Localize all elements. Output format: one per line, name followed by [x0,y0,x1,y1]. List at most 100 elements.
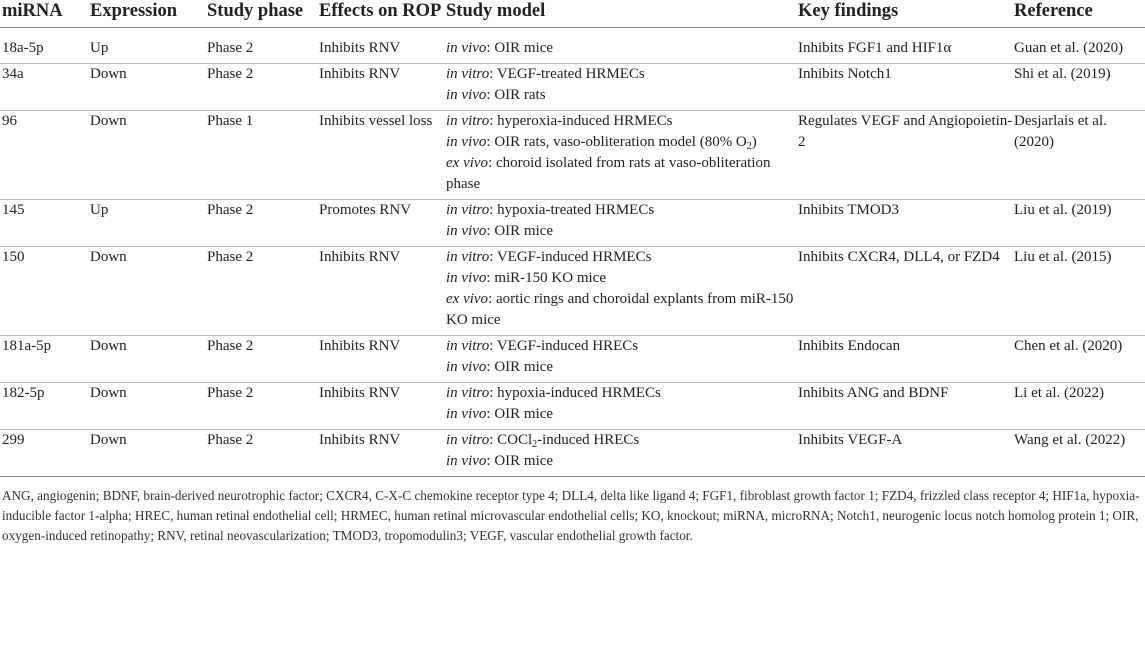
cell-mirna: 150 [2,249,25,265]
model-line: in vitro: VEGF-induced HRMECs [446,247,798,268]
model-line: in vivo: OIR rats [446,85,798,106]
cell-study-phase: Phase 2 [207,338,254,354]
cell-effect: Inhibits vessel loss [319,113,433,129]
cell-reference: Liu et al. (2019) [1014,202,1112,218]
model-description: : OIR mice [486,406,554,422]
model-type: in vitro [446,432,490,448]
model-description-suffix: -induced HRECs [537,432,640,448]
table-row: 150 Down Phase 2 Inhibits RNV in vitro: VEGF… [0,246,1145,336]
cell-study-model: in vitro: hypoxia-induced HRMECs in vivo:… [446,383,798,430]
model-line: in vivo: OIR mice [446,38,798,59]
cell-study-model: in vitro: hypoxia-treated HRMECs in vivo:… [446,200,798,247]
model-description: : hypoxia-treated HRMECs [489,202,655,218]
cell-expression: Down [90,66,127,82]
model-line: in vivo: OIR rats, vaso-obliteration mod… [446,132,798,153]
cell-mirna: 34a [2,66,24,82]
model-description: : OIR mice [486,453,554,469]
cell-reference: Li et al. (2022) [1014,385,1104,401]
cell-study-model: in vitro: VEGF-induced HRECs in vivo: OIR… [446,336,798,383]
cell-reference: Wang et al. (2022) [1014,432,1126,448]
cell-effect: Promotes RNV [319,202,412,218]
cell-key-findings: Inhibits Notch1 [798,66,892,82]
header-effects-on-rop: Effects on ROP [319,0,446,28]
header-reference: Reference [1014,0,1145,28]
cell-reference: Desjarlais et al. (2020) [1014,113,1107,150]
cell-effect: Inhibits RNV [319,66,401,82]
model-line: in vivo: OIR mice [446,221,798,242]
model-description: : VEGF-induced HRMECs [489,249,652,265]
model-line: ex vivo: choroid isolated from rats at v… [446,153,798,195]
model-description: : hypoxia-induced HRMECs [489,385,661,401]
table-footnote: ANG, angiogenin; BDNF, brain-derived neu… [2,488,1140,543]
model-line: ex vivo: aortic rings and choroidal expl… [446,289,798,331]
cell-expression: Up [90,202,109,218]
model-description: : miR-150 KO mice [486,270,606,286]
cell-mirna: 96 [2,113,17,129]
table-row: 145 Up Phase 2 Promotes RNV in vitro: hypoxi… [0,199,1145,247]
cell-key-findings: Inhibits VEGF-A [798,432,903,448]
model-type: in vivo [446,406,487,422]
cell-study-model: in vitro: VEGF-treated HRMECs in vivo: OI… [446,64,798,111]
cell-study-phase: Phase 1 [207,113,254,129]
model-type: in vivo [446,134,487,150]
cell-effect: Inhibits RNV [319,338,401,354]
model-type: in vitro [446,66,490,82]
cell-expression: Down [90,249,127,265]
model-description: : OIR mice [486,223,554,239]
cell-effect: Inhibits RNV [319,40,401,56]
cell-key-findings: Inhibits CXCR4, DLL4, or FZD4 [798,249,1000,265]
cell-study-phase: Phase 2 [207,385,254,401]
cell-study-model: in vitro: hyperoxia-induced HRMECs in viv… [446,111,798,200]
cell-reference: Shi et al. (2019) [1014,66,1111,82]
model-description: : VEGF-treated HRMECs [489,66,645,82]
model-type: in vivo [446,40,487,56]
cell-expression: Down [90,338,127,354]
model-description: : OIR rats, vaso-obliteration model (80%… [486,134,747,150]
model-type: ex vivo [446,155,489,171]
cell-key-findings: Regulates VEGF and Angiopoietin-2 [798,113,1013,150]
subscript: 2 [532,439,538,450]
model-description-suffix: ) [751,134,757,150]
model-description: : VEGF-induced HRECs [489,338,639,354]
model-description: : aortic rings and choroidal explants fr… [446,291,794,328]
cell-study-phase: Phase 2 [207,66,254,82]
header-key-findings: Key findings [798,0,1014,28]
header-mirna: miRNA [0,0,90,28]
model-description: : OIR rats [486,87,546,103]
model-line: in vivo: OIR mice [446,404,798,425]
cell-expression: Down [90,113,127,129]
cell-effect: Inhibits RNV [319,249,401,265]
model-type: in vitro [446,202,490,218]
model-type: in vivo [446,359,487,375]
table-row: 299 Down Phase 2 Inhibits RNV in vitro: COCl… [0,429,1145,477]
model-description: : hyperoxia-induced HRMECs [489,113,673,129]
cell-expression: Up [90,40,109,56]
cell-key-findings: Inhibits Endocan [798,338,901,354]
model-line: in vivo: miR-150 KO mice [446,268,798,289]
model-line: in vitro: VEGF-treated HRMECs [446,64,798,85]
cell-reference: Chen et al. (2020) [1014,338,1123,354]
model-line: in vivo: OIR mice [446,357,798,378]
cell-key-findings: Inhibits FGF1 and HIF1α [798,40,952,56]
cell-mirna: 181a-5p [2,338,52,354]
model-description: : choroid isolated from rats at vaso-obl… [446,155,771,192]
model-description: : OIR mice [486,40,554,56]
table-row: 182-5p Down Phase 2 Inhibits RNV in vitro: h… [0,382,1145,430]
table-header: miRNA Expression Study phase Effects on … [0,0,1145,28]
table-row: 18a-5p Up Phase 2 Inhibits RNV in vivo: OIR … [0,28,1145,64]
table-row: 96 Down Phase 1 Inhibits vessel loss in vitr… [0,110,1145,200]
cell-study-model: in vivo: OIR mice [446,28,798,64]
cell-study-phase: Phase 2 [207,249,254,265]
model-type: in vitro [446,338,490,354]
model-type: in vivo [446,453,487,469]
model-description: : OIR mice [486,359,554,375]
cell-mirna: 18a-5p [2,40,44,56]
cell-key-findings: Inhibits ANG and BDNF [798,385,949,401]
model-type: in vivo [446,223,487,239]
table-row: 34a Down Phase 2 Inhibits RNV in vitro: VEGF… [0,63,1145,111]
cell-expression: Down [90,432,127,448]
mirna-table: miRNA Expression Study phase Effects on … [0,0,1145,477]
model-type: in vivo [446,87,487,103]
model-type: in vitro [446,113,490,129]
cell-mirna: 145 [2,202,25,218]
